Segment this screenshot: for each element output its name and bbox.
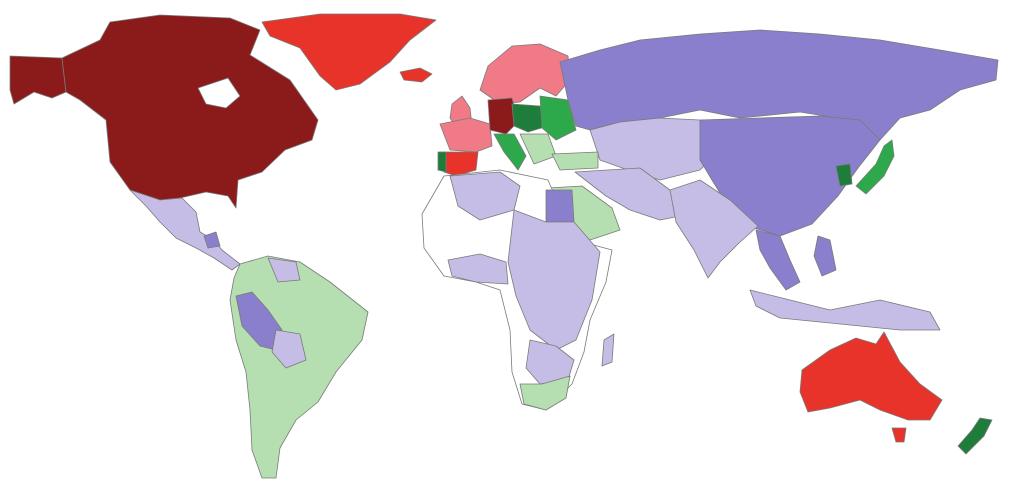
region-greenland bbox=[261, 13, 437, 91]
region-turkey bbox=[551, 151, 599, 171]
region-germany bbox=[487, 97, 519, 135]
region-korea bbox=[835, 163, 853, 187]
region-guianas bbox=[267, 257, 301, 283]
region-australia bbox=[799, 331, 943, 421]
region-philippines bbox=[813, 235, 837, 277]
region-eastern-europe bbox=[539, 95, 577, 141]
region-scandinavia bbox=[479, 43, 571, 105]
region-caribbean bbox=[203, 231, 221, 249]
region-tasmania bbox=[891, 427, 907, 443]
region-indonesia bbox=[749, 289, 941, 331]
region-alaska bbox=[9, 55, 67, 105]
region-southeast-asia bbox=[755, 229, 801, 291]
region-portugal bbox=[437, 151, 447, 173]
region-mexico bbox=[129, 189, 241, 271]
region-east-africa bbox=[507, 209, 601, 351]
region-south-asia bbox=[669, 179, 759, 279]
region-south-america bbox=[229, 255, 369, 479]
region-egypt bbox=[545, 189, 575, 223]
region-france bbox=[439, 117, 493, 153]
region-canada-usa bbox=[61, 14, 319, 209]
region-italy bbox=[493, 133, 527, 171]
region-balkans bbox=[519, 133, 557, 165]
region-central-europe bbox=[511, 103, 549, 133]
region-south-africa bbox=[519, 375, 571, 411]
region-west-africa bbox=[447, 253, 509, 285]
region-japan bbox=[855, 139, 895, 195]
region-bolivia bbox=[271, 329, 307, 369]
region-china bbox=[699, 115, 881, 237]
region-iceland bbox=[399, 67, 433, 83]
region-new-zealand bbox=[957, 417, 993, 455]
region-hudson-bay bbox=[197, 77, 241, 109]
region-madagascar bbox=[601, 333, 615, 367]
